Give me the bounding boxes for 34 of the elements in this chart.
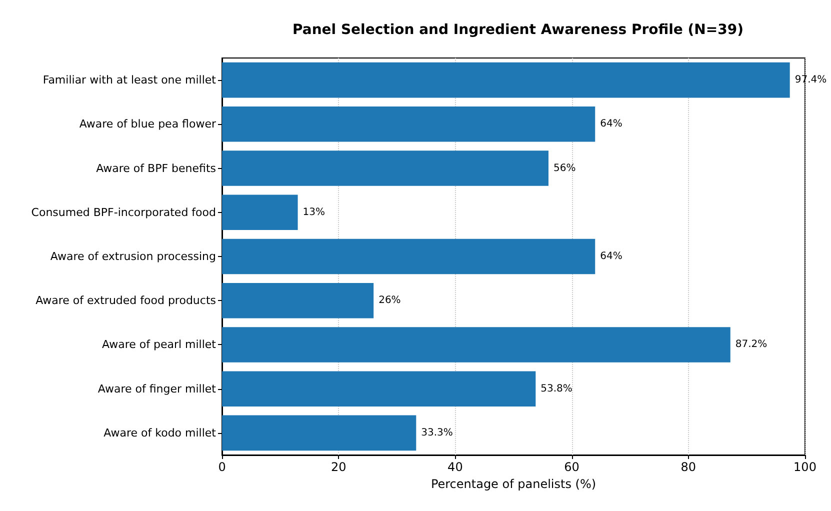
data-label: 64%	[600, 251, 622, 262]
bar	[222, 327, 730, 362]
bar	[222, 106, 596, 142]
y-tick-label: Aware of blue pea flower	[79, 118, 216, 131]
chart-title: Panel Selection and Ingredient Awareness Profile (N=39)	[292, 22, 744, 38]
y-tick-label: Aware of kodo millet	[104, 426, 217, 440]
bar	[222, 282, 374, 318]
x-tick-label: 100	[794, 460, 816, 474]
bar	[222, 238, 596, 274]
x-tick-label: 80	[680, 460, 696, 474]
data-label: 26%	[378, 295, 401, 306]
data-label: 13%	[302, 206, 326, 218]
y-tick-label: Aware of BPF benefits	[96, 162, 216, 175]
bar	[222, 62, 790, 98]
x-tick-label: 0	[218, 460, 226, 474]
x-tick-label: 40	[448, 460, 463, 474]
y-tick-label: Consumed BPF-incorporated food	[31, 206, 216, 219]
y-tick-label: Aware of extruded food products	[36, 294, 216, 308]
y-tick-label: Familiar with at least one millet	[42, 74, 217, 87]
data-label: 87.2%	[735, 339, 768, 350]
bar	[222, 371, 536, 406]
x-axis-title: Percentage of panelists (%)	[430, 476, 596, 491]
bar	[222, 194, 298, 230]
data-label: 33.3%	[421, 427, 453, 438]
y-tick-label: Aware of finger millet	[98, 382, 217, 396]
x-tick-label: 20	[330, 460, 346, 474]
bar	[222, 415, 416, 451]
y-tick-label: Aware of pearl millet	[102, 338, 217, 352]
data-label: 64%	[600, 118, 622, 130]
data-label: 56%	[553, 162, 576, 174]
x-tick-label: 60	[564, 460, 580, 474]
bar	[222, 150, 548, 186]
y-tick-label: Aware of extrusion processing	[50, 250, 216, 263]
data-label: 53.8%	[540, 383, 572, 394]
